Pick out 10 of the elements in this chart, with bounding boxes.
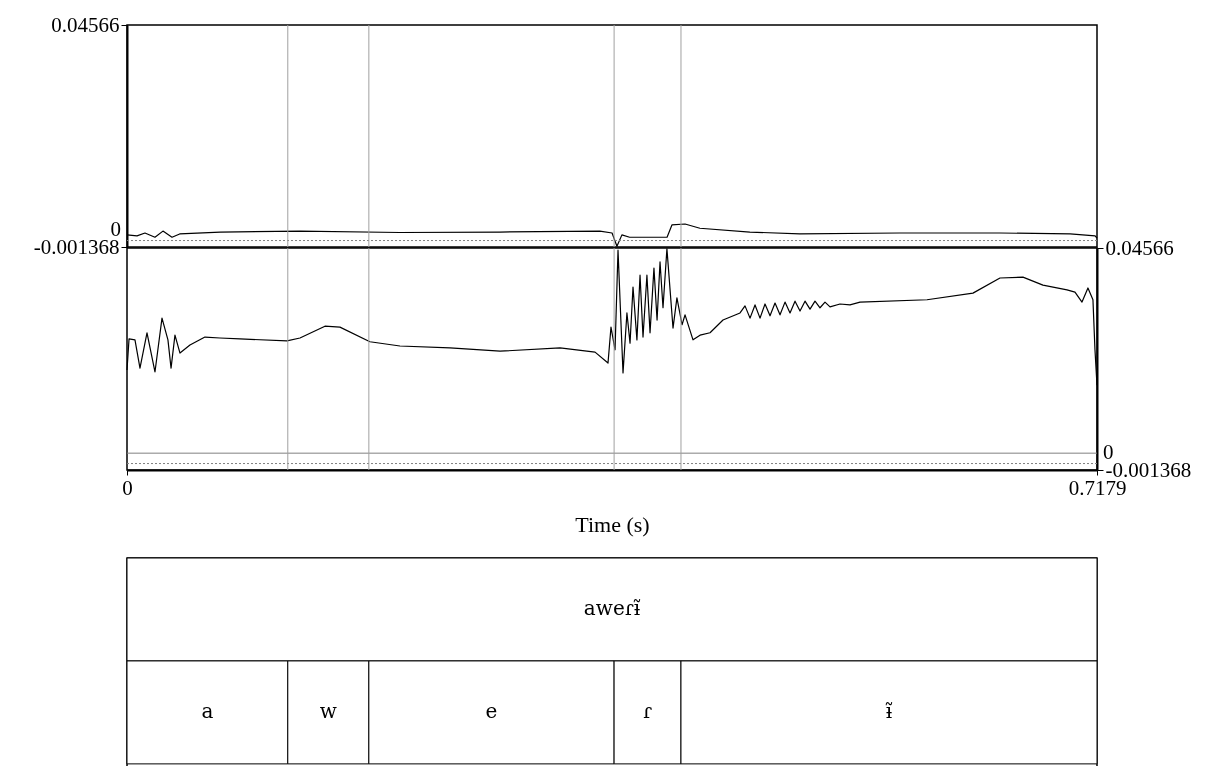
ref-line-label: 0 [110, 216, 121, 241]
ref-line-label: 0 [1103, 439, 1114, 464]
text: ɨ̃ [884, 699, 893, 724]
x-axis-title: Time (s) [575, 511, 650, 537]
text: w [319, 699, 337, 724]
text: e [485, 699, 498, 724]
text: ɾ [643, 699, 653, 724]
y2-tick-label: 0.04566 [1105, 235, 1174, 260]
text: aweɾɨ̃ [583, 596, 641, 621]
text: a [201, 699, 214, 724]
